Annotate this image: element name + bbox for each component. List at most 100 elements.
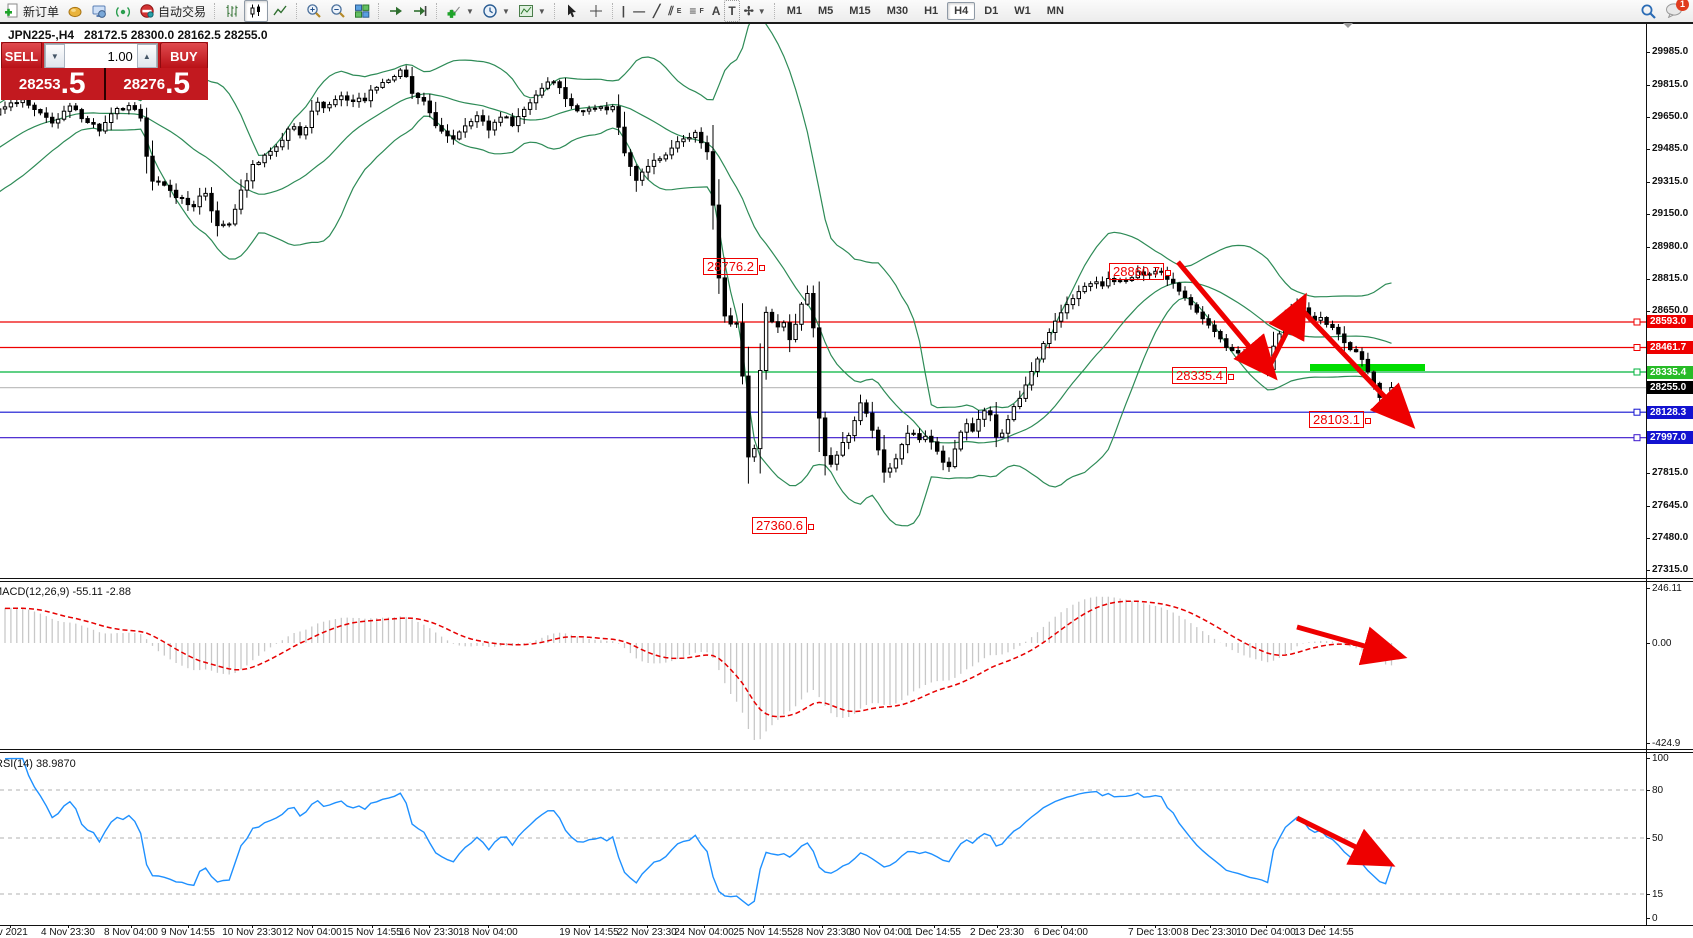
price-axis-tick bbox=[1646, 278, 1650, 280]
tile-windows-button[interactable] bbox=[350, 0, 374, 22]
buy-price[interactable]: 28276.5 bbox=[106, 68, 209, 100]
templates-button[interactable]: ▼ bbox=[514, 0, 550, 22]
main-chart-canvas[interactable] bbox=[0, 24, 1646, 578]
dropdown-arrow-icon: ▼ bbox=[501, 6, 510, 16]
candlestick-chart-button[interactable] bbox=[244, 0, 269, 22]
buy-button[interactable]: BUY bbox=[159, 42, 208, 70]
rsi-axis-tick bbox=[1646, 918, 1650, 919]
text-tool-button[interactable]: A bbox=[711, 4, 721, 18]
time-axis-border bbox=[0, 925, 1693, 926]
periods-button[interactable]: ▼ bbox=[478, 0, 514, 22]
dropdown-arrow-icon: ▼ bbox=[757, 6, 766, 16]
macd-indicator-label: MACD(12,26,9) -55.11 -2.88 bbox=[0, 586, 131, 598]
autotrading-button[interactable]: 自动交易 bbox=[135, 0, 210, 22]
chart-shift-icon bbox=[414, 6, 427, 16]
ohlc-values: 28172.5 28300.0 28162.5 28255.0 bbox=[84, 28, 268, 42]
time-axis-label: 24 Nov 04:00 bbox=[674, 927, 734, 938]
bar-chart-button[interactable] bbox=[220, 0, 244, 22]
time-axis-tick bbox=[1266, 925, 1267, 928]
fibonacci-tool-button[interactable]: ≡ F bbox=[689, 4, 704, 18]
time-axis-tick bbox=[1210, 925, 1211, 928]
autotrading-label: 自动交易 bbox=[158, 4, 207, 19]
sell-button[interactable]: SELL bbox=[1, 42, 42, 70]
timeframe-button-m5[interactable]: M5 bbox=[818, 5, 834, 17]
horizontal-line-tool-button[interactable]: — bbox=[633, 4, 646, 18]
text-label-tool-button[interactable]: T bbox=[724, 0, 740, 22]
macd-axis-label: 246.11 bbox=[1652, 583, 1682, 594]
rsi-axis-label: 50 bbox=[1652, 833, 1664, 844]
indicators-button[interactable]: ▼ bbox=[442, 0, 478, 22]
time-axis-tick bbox=[589, 925, 590, 928]
one-click-trade-panel: SELL ▼ ▲ BUY 28253.5 28276.5 bbox=[1, 42, 208, 100]
metaeditor-button[interactable] bbox=[63, 0, 87, 22]
arrows-tool-button[interactable]: ✢ ▼ bbox=[743, 4, 766, 18]
sell-price-main: 28253 bbox=[18, 76, 61, 93]
price-level-badge: 28335.4 bbox=[1647, 365, 1693, 379]
price-axis-tick bbox=[1646, 84, 1650, 86]
window-top-border bbox=[0, 22, 1693, 24]
price-callout-label: 27360.6 bbox=[752, 517, 814, 534]
time-axis-label: 1 Dec 14:55 bbox=[907, 927, 961, 938]
volume-input[interactable] bbox=[64, 44, 137, 68]
cursor-tool-button[interactable] bbox=[560, 0, 584, 22]
volume-decrease-button[interactable]: ▼ bbox=[44, 44, 65, 68]
crosshair-tool-button[interactable] bbox=[584, 0, 608, 22]
rsi-panel-canvas[interactable] bbox=[0, 753, 1646, 925]
notifications-button[interactable]: 1 bbox=[1665, 0, 1689, 21]
metaeditor-icon bbox=[68, 6, 82, 18]
time-axis-tick bbox=[1061, 925, 1062, 928]
time-axis-tick bbox=[312, 925, 313, 928]
time-axis-tick bbox=[429, 925, 430, 928]
auto-scroll-icon bbox=[390, 6, 403, 16]
price-axis-label: 29815.0 bbox=[1652, 78, 1689, 90]
crosshair-icon bbox=[589, 5, 602, 17]
bar-chart-icon bbox=[226, 5, 238, 17]
channel-tool-button[interactable]: ⫽ E bbox=[668, 3, 682, 18]
panel-separator[interactable] bbox=[0, 578, 1693, 582]
timeframe-button-mn[interactable]: MN bbox=[1046, 5, 1064, 17]
timeframe-button-h4[interactable]: H4 bbox=[947, 2, 976, 20]
price-axis-tick bbox=[1646, 310, 1650, 312]
time-axis-tick bbox=[704, 925, 705, 928]
time-axis-tick bbox=[131, 925, 132, 928]
time-axis-tick bbox=[252, 925, 253, 928]
price-axis-tick bbox=[1646, 538, 1650, 540]
timeframe-button-m1[interactable]: M1 bbox=[786, 5, 802, 17]
signals-button[interactable] bbox=[111, 0, 135, 22]
timeframe-button-d1[interactable]: D1 bbox=[984, 5, 999, 17]
line-chart-button[interactable] bbox=[268, 0, 292, 22]
price-axis-label: 29485.0 bbox=[1652, 142, 1689, 154]
volume-increase-button[interactable]: ▲ bbox=[136, 44, 157, 68]
price-axis-label: 27480.0 bbox=[1652, 532, 1689, 544]
auto-scroll-button[interactable] bbox=[384, 0, 408, 22]
search-icon[interactable] bbox=[1640, 3, 1657, 20]
sell-price[interactable]: 28253.5 bbox=[1, 68, 104, 100]
zoom-in-button[interactable] bbox=[302, 0, 326, 22]
vertical-line-tool-button[interactable]: | bbox=[621, 4, 626, 18]
zoom-out-button[interactable] bbox=[326, 0, 350, 22]
macd-panel-canvas[interactable] bbox=[0, 582, 1646, 749]
panel-separator[interactable] bbox=[0, 749, 1693, 753]
timeframe-button-m30[interactable]: M30 bbox=[886, 5, 909, 17]
vps-button[interactable] bbox=[87, 0, 111, 22]
cursor-icon bbox=[567, 4, 576, 18]
price-axis-tick bbox=[1646, 570, 1650, 572]
price-axis-tick bbox=[1646, 181, 1650, 183]
time-axis-tick bbox=[822, 925, 823, 928]
time-axis-label: 13 Dec 14:55 bbox=[1294, 927, 1354, 938]
volume-stepper: ▼ ▲ bbox=[43, 43, 158, 69]
time-axis-tick bbox=[763, 925, 764, 928]
timeframe-button-w1[interactable]: W1 bbox=[1014, 5, 1031, 17]
trendline-tool-button[interactable]: ╱ bbox=[653, 4, 661, 18]
time-axis-tick bbox=[1155, 925, 1156, 928]
price-axis-label: 29985.0 bbox=[1652, 45, 1689, 57]
new-order-button[interactable]: 新订单 bbox=[0, 0, 63, 22]
price-axis-tick bbox=[1646, 246, 1650, 248]
timeframe-button-m15[interactable]: M15 bbox=[849, 5, 871, 17]
time-axis-label: 25 Nov 14:55 bbox=[733, 927, 793, 938]
timeframe-button-h1[interactable]: H1 bbox=[924, 5, 939, 17]
toolbar-separator bbox=[214, 3, 216, 19]
macd-axis-tick bbox=[1646, 743, 1650, 744]
chart-shift-button[interactable] bbox=[408, 0, 432, 22]
